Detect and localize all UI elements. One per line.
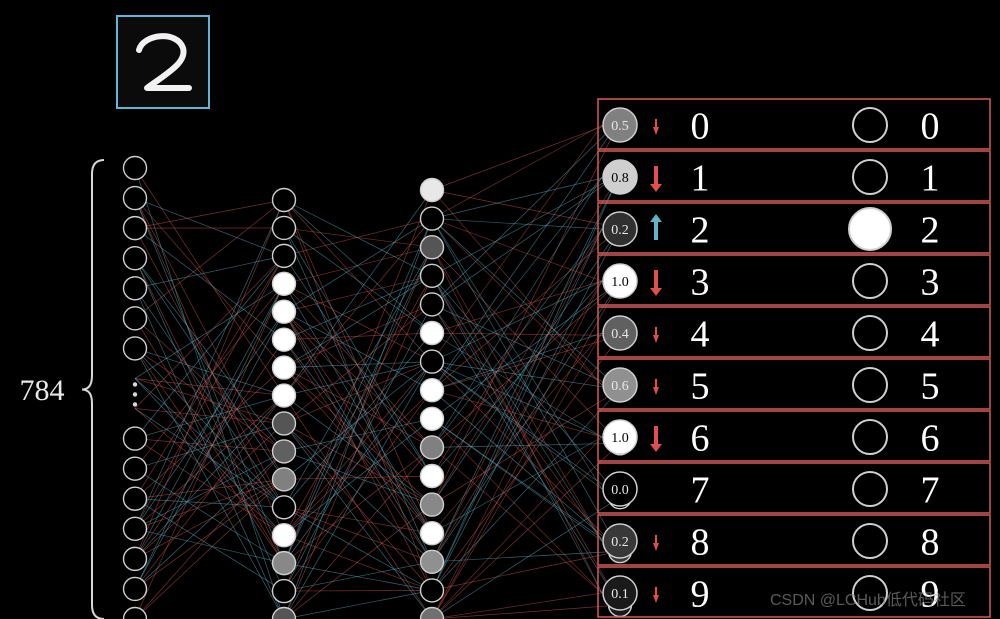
layer2-node6	[421, 350, 444, 373]
target-node-7	[853, 472, 887, 506]
layer0-node2	[124, 217, 147, 240]
pred-value-8: 0.2	[611, 535, 629, 550]
target-node-5	[853, 368, 887, 402]
layer1-node5	[273, 328, 296, 351]
pred-value-1: 0.8	[611, 171, 629, 186]
layer0-node1	[124, 187, 147, 210]
layer2-node11	[421, 493, 444, 516]
target-node-1	[853, 160, 887, 194]
layer1-node1	[273, 216, 296, 239]
pred-value-0: 0.5	[611, 119, 629, 134]
layer1-node8	[273, 412, 296, 435]
layer1-node0	[273, 189, 296, 212]
layer1-node14	[273, 580, 296, 603]
layer2-node4	[421, 293, 444, 316]
pred-digit-4: 4	[691, 313, 710, 355]
layer1-node13	[273, 552, 296, 575]
target-digit-0: 0	[921, 105, 940, 147]
pred-digit-6: 6	[691, 417, 710, 459]
pred-digit-8: 8	[691, 521, 710, 563]
target-digit-8: 8	[921, 521, 940, 563]
layer2-node3	[421, 264, 444, 287]
layer2-node7	[421, 379, 444, 402]
pred-digit-9: 9	[691, 573, 710, 615]
layer1-node11	[273, 496, 296, 519]
layer2-node9	[421, 436, 444, 459]
layer0-node3	[124, 247, 147, 270]
target-digit-5: 5	[921, 365, 940, 407]
pred-digit-3: 3	[691, 261, 710, 303]
layer2-node2	[421, 236, 444, 259]
pred-value-6: 1.0	[611, 431, 629, 446]
layer0-node6	[124, 337, 147, 360]
layer0-node14	[124, 577, 147, 600]
pred-digit-2: 2	[691, 209, 710, 251]
target-digit-6: 6	[921, 417, 940, 459]
diagram-stage: 784 0.5 0 0 0.8 1 1 0.2 2 2 1.0 3 3 0.4 4 4 0.6 5 5 1.0 6 6 0.…	[0, 0, 1000, 619]
target-node-6	[853, 420, 887, 454]
layer0-node4	[124, 277, 147, 300]
target-digit-3: 3	[921, 261, 940, 303]
layer2-node0	[421, 179, 444, 202]
layer2-node5	[421, 322, 444, 345]
layer2-node1	[421, 207, 444, 230]
target-digit-2: 2	[921, 209, 940, 251]
input-count-label: 784	[20, 374, 65, 407]
layer0-node13	[124, 547, 147, 570]
target-node-2	[849, 208, 891, 250]
layer2-node14	[421, 579, 444, 602]
layer1-node2	[273, 244, 296, 267]
layer1-node7	[273, 384, 296, 407]
layer2-node8	[421, 407, 444, 430]
layer2-node12	[421, 522, 444, 545]
pred-value-7: 0.0	[611, 483, 629, 498]
layer1-node4	[273, 300, 296, 323]
pred-value-3: 1.0	[611, 275, 629, 290]
pred-value-5: 0.6	[611, 379, 629, 394]
pred-digit-1: 1	[691, 157, 710, 199]
layer2-node10	[421, 465, 444, 488]
pred-digit-5: 5	[691, 365, 710, 407]
pred-digit-0: 0	[691, 105, 710, 147]
target-digit-4: 4	[921, 313, 940, 355]
target-node-4	[853, 316, 887, 350]
layer1-node10	[273, 468, 296, 491]
layer0-node9	[124, 427, 147, 450]
layer1-node12	[273, 524, 296, 547]
layer2-node13	[421, 550, 444, 573]
layer1-node9	[273, 440, 296, 463]
pred-value-2: 0.2	[611, 223, 629, 238]
layer0-node5	[124, 307, 147, 330]
layer0-node12	[124, 517, 147, 540]
pred-value-4: 0.4	[611, 327, 629, 342]
target-digit-1: 1	[921, 157, 940, 199]
layer0-node11	[124, 487, 147, 510]
layer1-node3	[273, 272, 296, 295]
input-image-box	[117, 16, 209, 108]
pred-digit-7: 7	[691, 469, 710, 511]
layer1-node6	[273, 356, 296, 379]
layer0-node10	[124, 457, 147, 480]
target-node-8	[853, 524, 887, 558]
pred-value-9: 0.1	[611, 587, 629, 602]
layer0-node0	[124, 157, 147, 180]
watermark: CSDN @LCHub低代码社区	[770, 591, 966, 609]
target-node-3	[853, 264, 887, 298]
target-node-0	[853, 108, 887, 142]
target-digit-7: 7	[921, 469, 940, 511]
